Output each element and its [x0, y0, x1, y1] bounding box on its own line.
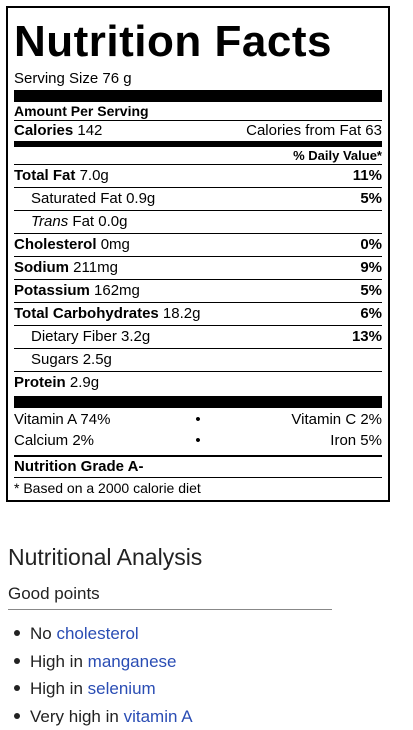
calories: Calories 142	[14, 121, 102, 140]
bullet-icon	[14, 713, 20, 719]
footnote: * Based on a 2000 calorie diet	[14, 478, 382, 498]
list-item: High in selenium	[8, 675, 338, 703]
nutrient-row-sodium: Sodium 211mg 9%	[14, 257, 382, 279]
point-prefix: No	[30, 624, 52, 643]
nutrition-grade: Nutrition Grade A-	[14, 457, 382, 477]
bullet-icon	[14, 658, 20, 664]
nutrient-amount: 2.9g	[70, 374, 99, 391]
serving-size: Serving Size 76 g	[14, 70, 382, 88]
analysis-title: Nutritional Analysis	[8, 543, 338, 571]
nutrient-percent: 9%	[360, 257, 382, 279]
daily-value-header: % Daily Value*	[14, 148, 382, 164]
analysis-subtitle: Good points	[8, 583, 332, 610]
good-points-list: No cholesterol High in manganese High in…	[8, 620, 338, 730]
vitamin-separator: •	[183, 409, 213, 430]
nutrient-name: Fat	[72, 213, 94, 230]
vitamin-row: Calcium 2% • Iron 5%	[14, 430, 382, 451]
point-link-vitamin-a[interactable]: vitamin A	[124, 707, 193, 726]
thick-divider	[14, 90, 382, 102]
calories-from-fat: Calories from Fat 63	[246, 121, 382, 140]
nutrient-row-dietary-fiber: Dietary Fiber 3.2g 13%	[14, 326, 382, 348]
nutrient-amount: 2.5g	[83, 351, 112, 368]
list-item: Very high in vitamin A	[8, 703, 338, 730]
nutrient-row-trans-fat: Trans Fat 0.0g	[14, 211, 382, 233]
nutrient-row-cholesterol: Cholesterol 0mg 0%	[14, 234, 382, 256]
point-prefix: Very high in	[30, 707, 119, 726]
vitamin-left: Calcium 2%	[14, 430, 174, 451]
nutrition-facts-label: Nutrition Facts Serving Size 76 g Amount…	[6, 6, 390, 502]
nutrient-amount: 18.2g	[163, 305, 201, 322]
nutrient-row-total-carbohydrates: Total Carbohydrates 18.2g 6%	[14, 303, 382, 325]
nutrient-amount: 211mg	[73, 259, 118, 276]
nutrient-name-italic: Trans	[31, 213, 68, 230]
list-item: No cholesterol	[8, 620, 338, 648]
nutrient-percent: 11%	[353, 165, 382, 187]
nutrient-row-saturated-fat: Saturated Fat 0.9g 5%	[14, 188, 382, 210]
nutrient-name: Potassium	[14, 282, 90, 299]
vitamin-left: Vitamin A 74%	[14, 409, 174, 430]
nutrient-row-protein: Protein 2.9g	[14, 372, 382, 394]
bullet-icon	[14, 685, 20, 691]
nutrient-row-sugars: Sugars 2.5g	[14, 349, 382, 371]
nutrient-amount: 7.0g	[80, 167, 109, 184]
nutrient-amount: 162mg	[94, 282, 140, 299]
calories-label: Calories	[14, 122, 73, 139]
vitamin-row: Vitamin A 74% • Vitamin C 2%	[14, 409, 382, 430]
nutrient-percent: 6%	[360, 303, 382, 325]
point-prefix: High in	[30, 652, 83, 671]
nutrient-name: Total Fat	[14, 167, 75, 184]
calories-value: 142	[77, 122, 102, 139]
nutrient-row-potassium: Potassium 162mg 5%	[14, 280, 382, 302]
amount-per-serving: Amount Per Serving	[14, 103, 382, 120]
list-item: High in manganese	[8, 648, 338, 676]
label-title: Nutrition Facts	[14, 18, 382, 66]
nutrient-name: Protein	[14, 374, 66, 391]
nutrient-name: Sugars	[31, 351, 79, 368]
daily-value-label: % Daily Value*	[293, 148, 382, 164]
vitamin-right: Vitamin C 2%	[222, 409, 382, 430]
nutritional-analysis: Nutritional Analysis Good points No chol…	[8, 543, 338, 730]
point-prefix: High in	[30, 679, 83, 698]
calories-row: Calories 142 Calories from Fat 63	[14, 121, 382, 140]
medium-divider	[14, 141, 382, 147]
vitamin-right: Iron 5%	[222, 430, 382, 451]
vitamin-separator: •	[183, 430, 213, 451]
nutrient-name: Total Carbohydrates	[14, 305, 159, 322]
nutrient-amount: 0.9g	[126, 190, 155, 207]
point-link-selenium[interactable]: selenium	[88, 679, 156, 698]
nutrient-name: Saturated Fat	[31, 190, 122, 207]
point-link-manganese[interactable]: manganese	[88, 652, 177, 671]
nutrient-amount: 0.0g	[98, 213, 127, 230]
nutrient-amount: 3.2g	[121, 328, 150, 345]
nutrient-name: Sodium	[14, 259, 69, 276]
nutrient-percent: 13%	[352, 326, 382, 348]
thick-divider	[14, 396, 382, 408]
nutrient-percent: 0%	[360, 234, 382, 256]
bullet-icon	[14, 630, 20, 636]
point-link-cholesterol[interactable]: cholesterol	[56, 624, 138, 643]
nutrient-name: Cholesterol	[14, 236, 97, 253]
nutrient-percent: 5%	[360, 280, 382, 302]
nutrient-name: Dietary Fiber	[31, 328, 117, 345]
nutrient-percent: 5%	[360, 188, 382, 210]
nutrient-row-total-fat: Total Fat 7.0g 11%	[14, 165, 382, 187]
nutrient-amount: 0mg	[101, 236, 130, 253]
